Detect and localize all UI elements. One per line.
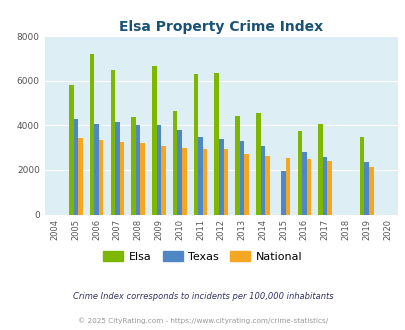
Bar (285, 158, 290, 215)
Bar (140, 143, 145, 214)
Bar (73, 119, 78, 214)
Bar (78, 138, 83, 214)
Bar (173, 111, 177, 214)
Bar (177, 130, 181, 214)
Bar (136, 125, 140, 214)
Bar (260, 146, 264, 214)
Bar (193, 74, 198, 215)
Bar (99, 140, 103, 214)
Bar (359, 137, 364, 214)
Bar (301, 152, 306, 214)
Bar (239, 142, 244, 214)
Bar (214, 73, 218, 215)
Bar (297, 131, 301, 214)
Bar (90, 54, 94, 214)
Bar (244, 154, 248, 214)
Bar (156, 125, 161, 214)
Bar (218, 140, 223, 214)
Bar (110, 70, 115, 214)
Bar (152, 66, 156, 214)
Bar (161, 146, 165, 214)
Bar (115, 122, 119, 214)
Bar (131, 117, 136, 214)
Text: © 2025 CityRating.com - https://www.cityrating.com/crime-statistics/: © 2025 CityRating.com - https://www.city… (78, 317, 327, 324)
Bar (306, 159, 311, 214)
Bar (181, 148, 186, 214)
Bar (327, 161, 331, 214)
Bar (318, 124, 322, 214)
Bar (119, 142, 124, 214)
Bar (281, 171, 285, 214)
Bar (69, 85, 73, 214)
Bar (364, 162, 368, 214)
Bar (202, 149, 207, 214)
Bar (255, 113, 260, 214)
Bar (322, 157, 327, 214)
Bar (368, 167, 373, 214)
Legend: Elsa, Texas, National: Elsa, Texas, National (99, 247, 306, 267)
Bar (264, 156, 269, 214)
Title: Elsa Property Crime Index: Elsa Property Crime Index (119, 20, 322, 34)
Bar (234, 116, 239, 214)
Bar (198, 137, 202, 214)
Bar (94, 124, 99, 214)
Text: Crime Index corresponds to incidents per 100,000 inhabitants: Crime Index corresponds to incidents per… (72, 292, 333, 301)
Bar (223, 149, 228, 214)
